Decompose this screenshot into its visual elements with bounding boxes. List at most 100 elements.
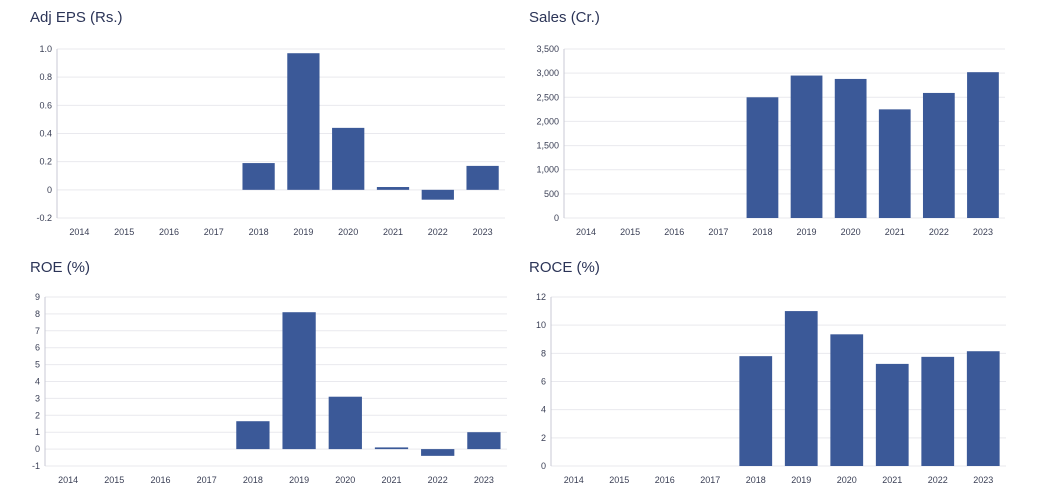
y-tick-label: 1	[35, 427, 40, 437]
x-tick-label: 2023	[473, 227, 493, 237]
x-tick-label: 2022	[929, 227, 949, 237]
x-tick-label: 2023	[474, 475, 494, 485]
x-tick-label: 2018	[752, 227, 772, 237]
bar-2019	[784, 311, 818, 466]
x-tick-label: 2018	[243, 475, 263, 485]
x-tick-label: 2020	[841, 227, 861, 237]
x-tick-label: 2018	[249, 227, 269, 237]
x-tick-label: 2021	[383, 227, 403, 237]
y-tick-label: 4	[541, 405, 546, 415]
chart-title: Sales (Cr.)	[529, 9, 600, 26]
roce-chart: ROCE (%) 0 2 4 6 8 10 12 2014 2015 2016 2017 2018 20…	[522, 250, 1044, 499]
bar-2023	[466, 165, 499, 190]
y-tick-label: 7	[35, 326, 40, 336]
roe-chart: ROE (%) -1 0 1 2 3 4 5 6 7 8 9 2014 2015 2016 2017 2018…	[0, 250, 522, 499]
bar-2022	[921, 356, 955, 466]
x-tick-label: 2019	[293, 227, 313, 237]
y-tick-label: 0	[47, 185, 52, 195]
y-tick-label: 0.4	[39, 129, 52, 139]
y-tick-label: 8	[35, 309, 40, 319]
bar-2020	[830, 334, 864, 466]
y-tick-label: 2	[541, 433, 546, 443]
x-tick-label: 2021	[885, 227, 905, 237]
adj-eps-plot: -0.2 0 0.2 0.4 0.6 0.8 1.0 2014 2015 2016 2017 2018…	[36, 44, 505, 237]
x-tick-label: 2021	[381, 475, 401, 485]
adj-eps-chart: Adj EPS (Rs.) -0.2 0 0.2 0.4 0.6 0.8 1.0 2014 20…	[0, 0, 522, 249]
y-tick-label: 2,500	[536, 92, 559, 102]
bar-2022	[922, 92, 955, 218]
bar-2020	[332, 127, 365, 190]
y-tick-label: 1,500	[536, 141, 559, 151]
y-tick-label: 0.8	[39, 72, 52, 82]
y-tick-label: 500	[544, 189, 559, 199]
x-tick-label: 2014	[58, 475, 78, 485]
x-tick-label: 2014	[69, 227, 89, 237]
y-tick-label: 4	[35, 377, 40, 387]
x-tick-label: 2022	[428, 227, 448, 237]
roce-plot: 0 2 4 6 8 10 12 2014 2015 2016 2017 2018 2019 2020 202…	[536, 292, 1006, 485]
y-tick-label: -1	[32, 461, 40, 471]
y-tick-label: 9	[35, 292, 40, 302]
y-tick-label: 3,000	[536, 68, 559, 78]
bar-2022	[421, 189, 454, 200]
y-tick-label: 0	[541, 461, 546, 471]
x-tick-label: 2022	[428, 475, 448, 485]
x-tick-label: 2021	[882, 475, 902, 485]
x-tick-label: 2017	[708, 227, 728, 237]
bar-2021	[374, 447, 409, 450]
x-tick-label: 2019	[791, 475, 811, 485]
x-tick-label: 2017	[204, 227, 224, 237]
bar-2018	[242, 163, 275, 190]
y-tick-label: 3	[35, 393, 40, 403]
bar-2019	[287, 53, 320, 190]
bar-2021	[878, 109, 911, 218]
bar-2022	[421, 449, 455, 456]
y-tick-label: 0.6	[39, 100, 52, 110]
x-tick-label: 2015	[609, 475, 629, 485]
y-tick-label: 1.0	[39, 44, 52, 54]
y-tick-label: 6	[541, 377, 546, 387]
x-tick-label: 2023	[973, 475, 993, 485]
y-tick-label: 0.2	[39, 157, 52, 167]
bar-2020	[834, 78, 867, 219]
bar-2023	[467, 432, 501, 450]
x-tick-label: 2016	[664, 227, 684, 237]
y-tick-label: 0	[554, 213, 559, 223]
sales-plot: 0 500 1,000 1,500 2,000 2,500 3,000 3,500 2014 20…	[536, 44, 1005, 237]
y-tick-label: 10	[536, 320, 546, 330]
y-tick-label: 5	[35, 360, 40, 370]
bar-2021	[376, 187, 410, 190]
x-tick-label: 2020	[837, 475, 857, 485]
sales-chart: Sales (Cr.) 0 500 1,000 1,500 2,000 2,500 3,00…	[522, 0, 1044, 249]
y-tick-label: 0	[35, 444, 40, 454]
x-tick-label: 2022	[928, 475, 948, 485]
x-tick-label: 2018	[746, 475, 766, 485]
chart-title: ROCE (%)	[529, 259, 600, 276]
y-tick-label: 8	[541, 348, 546, 358]
bar-2019	[790, 75, 823, 218]
x-tick-label: 2016	[150, 475, 170, 485]
y-tick-label: -0.2	[36, 213, 52, 223]
x-tick-label: 2015	[620, 227, 640, 237]
x-tick-label: 2014	[564, 475, 584, 485]
bar-2023	[967, 72, 999, 218]
y-tick-label: 6	[35, 343, 40, 353]
bar-2019	[282, 312, 316, 450]
y-tick-label: 1,000	[536, 165, 559, 175]
x-tick-label: 2019	[797, 227, 817, 237]
bar-2021	[875, 363, 909, 466]
y-tick-label: 2	[35, 410, 40, 420]
bar-2018	[746, 97, 779, 218]
chart-title: ROE (%)	[30, 259, 90, 276]
x-tick-label: 2016	[655, 475, 675, 485]
y-tick-label: 2,000	[536, 116, 559, 126]
x-tick-label: 2023	[973, 227, 993, 237]
x-tick-label: 2016	[159, 227, 179, 237]
x-tick-label: 2015	[104, 475, 124, 485]
y-tick-label: 12	[536, 292, 546, 302]
bar-2023	[966, 351, 1000, 466]
roe-plot: -1 0 1 2 3 4 5 6 7 8 9 2014 2015 2016 2017 2018 2019 2020…	[32, 292, 507, 485]
x-tick-label: 2020	[335, 475, 355, 485]
x-tick-label: 2015	[114, 227, 134, 237]
x-tick-label: 2017	[197, 475, 217, 485]
